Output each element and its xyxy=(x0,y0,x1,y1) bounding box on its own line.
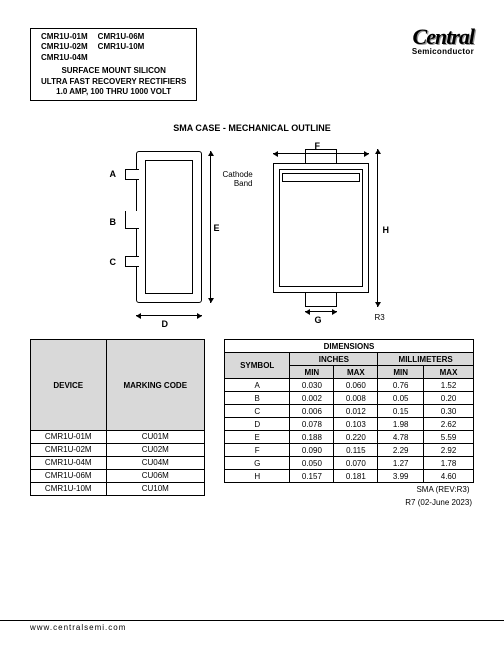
dim-label-a: A xyxy=(110,169,117,179)
logo-text: Central xyxy=(412,28,474,47)
unit-header: MILLIMETERS xyxy=(378,353,474,366)
unit-header: INCHES xyxy=(290,353,378,366)
marking-code-table: DEVICEMARKING CODE CMR1U-01MCU01M CMR1U-… xyxy=(30,339,205,496)
col-header: MAX xyxy=(334,366,378,379)
table-row: CMR1U-01MCU01M xyxy=(31,430,205,443)
col-header: DEVICE xyxy=(31,340,107,431)
part-num: CMR1U-01M xyxy=(41,32,88,42)
mechanical-drawings: A B C D E Cathode Band F G H R3 xyxy=(30,143,474,333)
col-header: MIN xyxy=(290,366,334,379)
part-number-box: CMR1U-01M CMR1U-06M CMR1U-02M CMR1U-10M CM… xyxy=(30,28,197,101)
part-num: CMR1U-02M xyxy=(41,42,88,52)
footer-url: www.centralsemi.com xyxy=(30,623,126,632)
dim-label-b: B xyxy=(110,217,117,227)
dim-label-f: F xyxy=(315,141,321,151)
dim-label-d: D xyxy=(162,319,169,329)
dim-label-c: C xyxy=(110,257,117,267)
cathode-band-label: Cathode Band xyxy=(223,171,253,189)
table-row: D0.0780.1031.982.62 xyxy=(225,418,474,431)
dim-label-h: H xyxy=(383,225,390,235)
dim-label-r3: R3 xyxy=(375,313,385,322)
table-row: F0.0900.1152.292.92 xyxy=(225,444,474,457)
desc-line: 1.0 AMP, 100 THRU 1000 VOLT xyxy=(41,87,186,97)
dims-title: DIMENSIONS xyxy=(225,340,474,353)
desc-line: ULTRA FAST RECOVERY RECTIFIERS xyxy=(41,77,186,87)
table-row: CMR1U-04MCU04M xyxy=(31,456,205,469)
table-row: A0.0300.0600.761.52 xyxy=(225,379,474,392)
part-num: CMR1U-04M xyxy=(41,53,88,63)
table-row: C0.0060.0120.150.30 xyxy=(225,405,474,418)
col-header: MAX xyxy=(424,366,474,379)
col-header: MARKING CODE xyxy=(106,340,204,431)
company-logo: Central Semiconductor xyxy=(412,28,474,56)
dims-footer: SMA (REV:R3) xyxy=(225,483,474,496)
revision-text: R7 (02-June 2023) xyxy=(30,498,474,507)
table-row: CMR1U-10MCU10M xyxy=(31,482,205,495)
table-row: H0.1570.1813.994.60 xyxy=(225,470,474,483)
logo-subtitle: Semiconductor xyxy=(412,47,474,56)
part-num: CMR1U-06M xyxy=(98,32,145,42)
dim-label-e: E xyxy=(214,223,220,233)
table-row: CMR1U-02MCU02M xyxy=(31,443,205,456)
part-num: CMR1U-10M xyxy=(98,42,145,52)
dim-label-g: G xyxy=(315,315,322,325)
section-title: SMA CASE - MECHANICAL OUTLINE xyxy=(30,123,474,133)
top-view-diagram: Cathode Band F G H R3 xyxy=(255,143,395,333)
table-row: E0.1880.2204.785.59 xyxy=(225,431,474,444)
col-header: SYMBOL xyxy=(225,353,290,379)
table-row: CMR1U-06MCU06M xyxy=(31,469,205,482)
dimensions-table: DIMENSIONS SYMBOL INCHES MILLIMETERS MIN… xyxy=(224,339,474,496)
col-header: MIN xyxy=(378,366,424,379)
side-view-diagram: A B C D E xyxy=(110,151,220,316)
desc-line: SURFACE MOUNT SILICON xyxy=(41,66,186,76)
header: CMR1U-01M CMR1U-06M CMR1U-02M CMR1U-10M CM… xyxy=(30,28,474,101)
page-footer: www.centralsemi.com xyxy=(0,620,504,632)
table-row: B0.0020.0080.050.20 xyxy=(225,392,474,405)
table-row: G0.0500.0701.271.78 xyxy=(225,457,474,470)
